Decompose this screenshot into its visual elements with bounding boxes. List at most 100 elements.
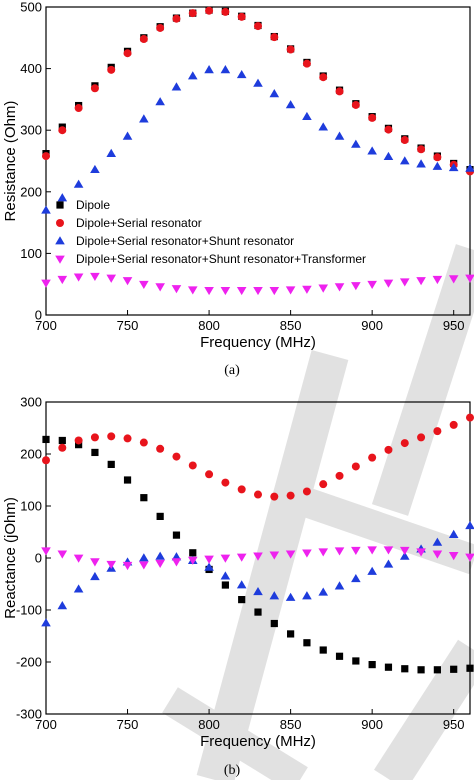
data-point <box>57 550 68 559</box>
data-point <box>139 114 149 123</box>
data-point <box>73 554 84 563</box>
data-point <box>351 282 361 291</box>
data-point <box>318 548 329 557</box>
data-point <box>465 553 474 562</box>
data-point <box>432 537 443 546</box>
x-tick-label: 800 <box>198 318 220 333</box>
data-point <box>172 14 181 23</box>
data-point <box>351 462 360 471</box>
y-tick-label: 200 <box>20 184 42 199</box>
data-point <box>319 480 328 489</box>
data-point <box>383 151 394 161</box>
x-axis-label: Frequency (MHz) <box>200 733 316 750</box>
y-axis: 0 100 200 300 400 500 <box>20 0 51 323</box>
data-point <box>269 89 280 98</box>
data-point <box>401 665 409 673</box>
x-tick-label: 750 <box>117 318 139 333</box>
data-point <box>334 131 345 140</box>
data-point <box>384 125 393 134</box>
data-point <box>155 97 165 106</box>
data-point <box>171 82 182 91</box>
data-point <box>302 487 311 496</box>
y-axis-label: Reactance (jOhm) <box>2 497 19 619</box>
data-point <box>319 73 328 82</box>
data-point <box>41 279 51 288</box>
data-point <box>204 65 214 74</box>
x-axis: 700 750 800 850 900 950 <box>35 310 465 333</box>
data-point <box>139 35 148 44</box>
data-point <box>58 443 67 452</box>
data-point <box>286 45 295 54</box>
data-point <box>221 581 229 589</box>
data-point <box>400 136 409 145</box>
data-point <box>205 470 214 479</box>
data-marks <box>41 413 474 674</box>
data-point <box>220 65 231 74</box>
data-point <box>90 433 99 442</box>
data-point <box>187 71 198 80</box>
data-point <box>448 529 459 538</box>
data-point <box>139 438 148 447</box>
data-point <box>220 571 231 580</box>
data-point <box>41 618 51 627</box>
data-point <box>189 549 197 557</box>
data-point <box>351 574 361 583</box>
legend-label: Dipole <box>76 198 110 212</box>
data-point <box>123 476 132 484</box>
data-point <box>399 546 410 555</box>
x-tick-label: 950 <box>443 717 465 732</box>
data-point <box>285 100 296 109</box>
x-tick-label: 800 <box>198 717 220 732</box>
data-point <box>57 193 68 202</box>
data-point <box>90 84 99 93</box>
data-point <box>73 273 84 282</box>
data-point <box>106 560 117 570</box>
data-point <box>335 87 344 96</box>
y-tick-label: -300 <box>16 707 42 722</box>
data-point <box>302 285 312 294</box>
data-point <box>254 608 262 616</box>
data-point <box>432 161 443 170</box>
data-point <box>171 558 182 567</box>
data-point <box>449 420 458 429</box>
data-point <box>383 546 394 555</box>
data-point <box>302 591 312 600</box>
data-point <box>156 23 165 32</box>
data-point <box>253 78 263 87</box>
data-point <box>155 283 165 292</box>
series-4 <box>41 272 474 296</box>
data-point <box>90 571 100 581</box>
data-point <box>417 666 425 674</box>
data-point <box>433 427 442 436</box>
data-point <box>122 561 133 571</box>
data-point <box>236 553 247 562</box>
y-tick-label: 300 <box>20 395 42 410</box>
data-point <box>400 439 409 448</box>
data-point <box>416 277 426 286</box>
data-point <box>367 566 377 575</box>
data-point <box>368 453 377 462</box>
data-point <box>432 275 443 285</box>
legend-label: Dipole+Serial resonator+Shunt resonator+… <box>76 252 366 266</box>
y-tick-label: 100 <box>20 246 42 261</box>
x-tick-label: 700 <box>35 717 57 732</box>
y-tick-label: -100 <box>16 603 42 618</box>
series-3 <box>41 65 474 214</box>
data-marks <box>41 6 474 296</box>
data-point <box>204 555 214 564</box>
y-tick-label: 0 <box>35 551 42 566</box>
legend-marker <box>55 236 65 245</box>
data-point <box>270 619 278 628</box>
legend: Dipole Dipole+Serial resonator Dipole+Seri… <box>55 198 366 266</box>
data-point <box>318 587 329 596</box>
data-point <box>351 139 361 148</box>
data-point <box>335 471 344 480</box>
data-point <box>57 601 68 610</box>
data-point <box>432 550 443 559</box>
y-axis: -300 -200 -100 0 100 200 300 <box>16 395 51 722</box>
legend-marker <box>56 201 64 209</box>
data-point <box>156 512 164 520</box>
data-point <box>450 665 458 673</box>
data-point <box>42 152 50 161</box>
data-point <box>367 280 377 289</box>
